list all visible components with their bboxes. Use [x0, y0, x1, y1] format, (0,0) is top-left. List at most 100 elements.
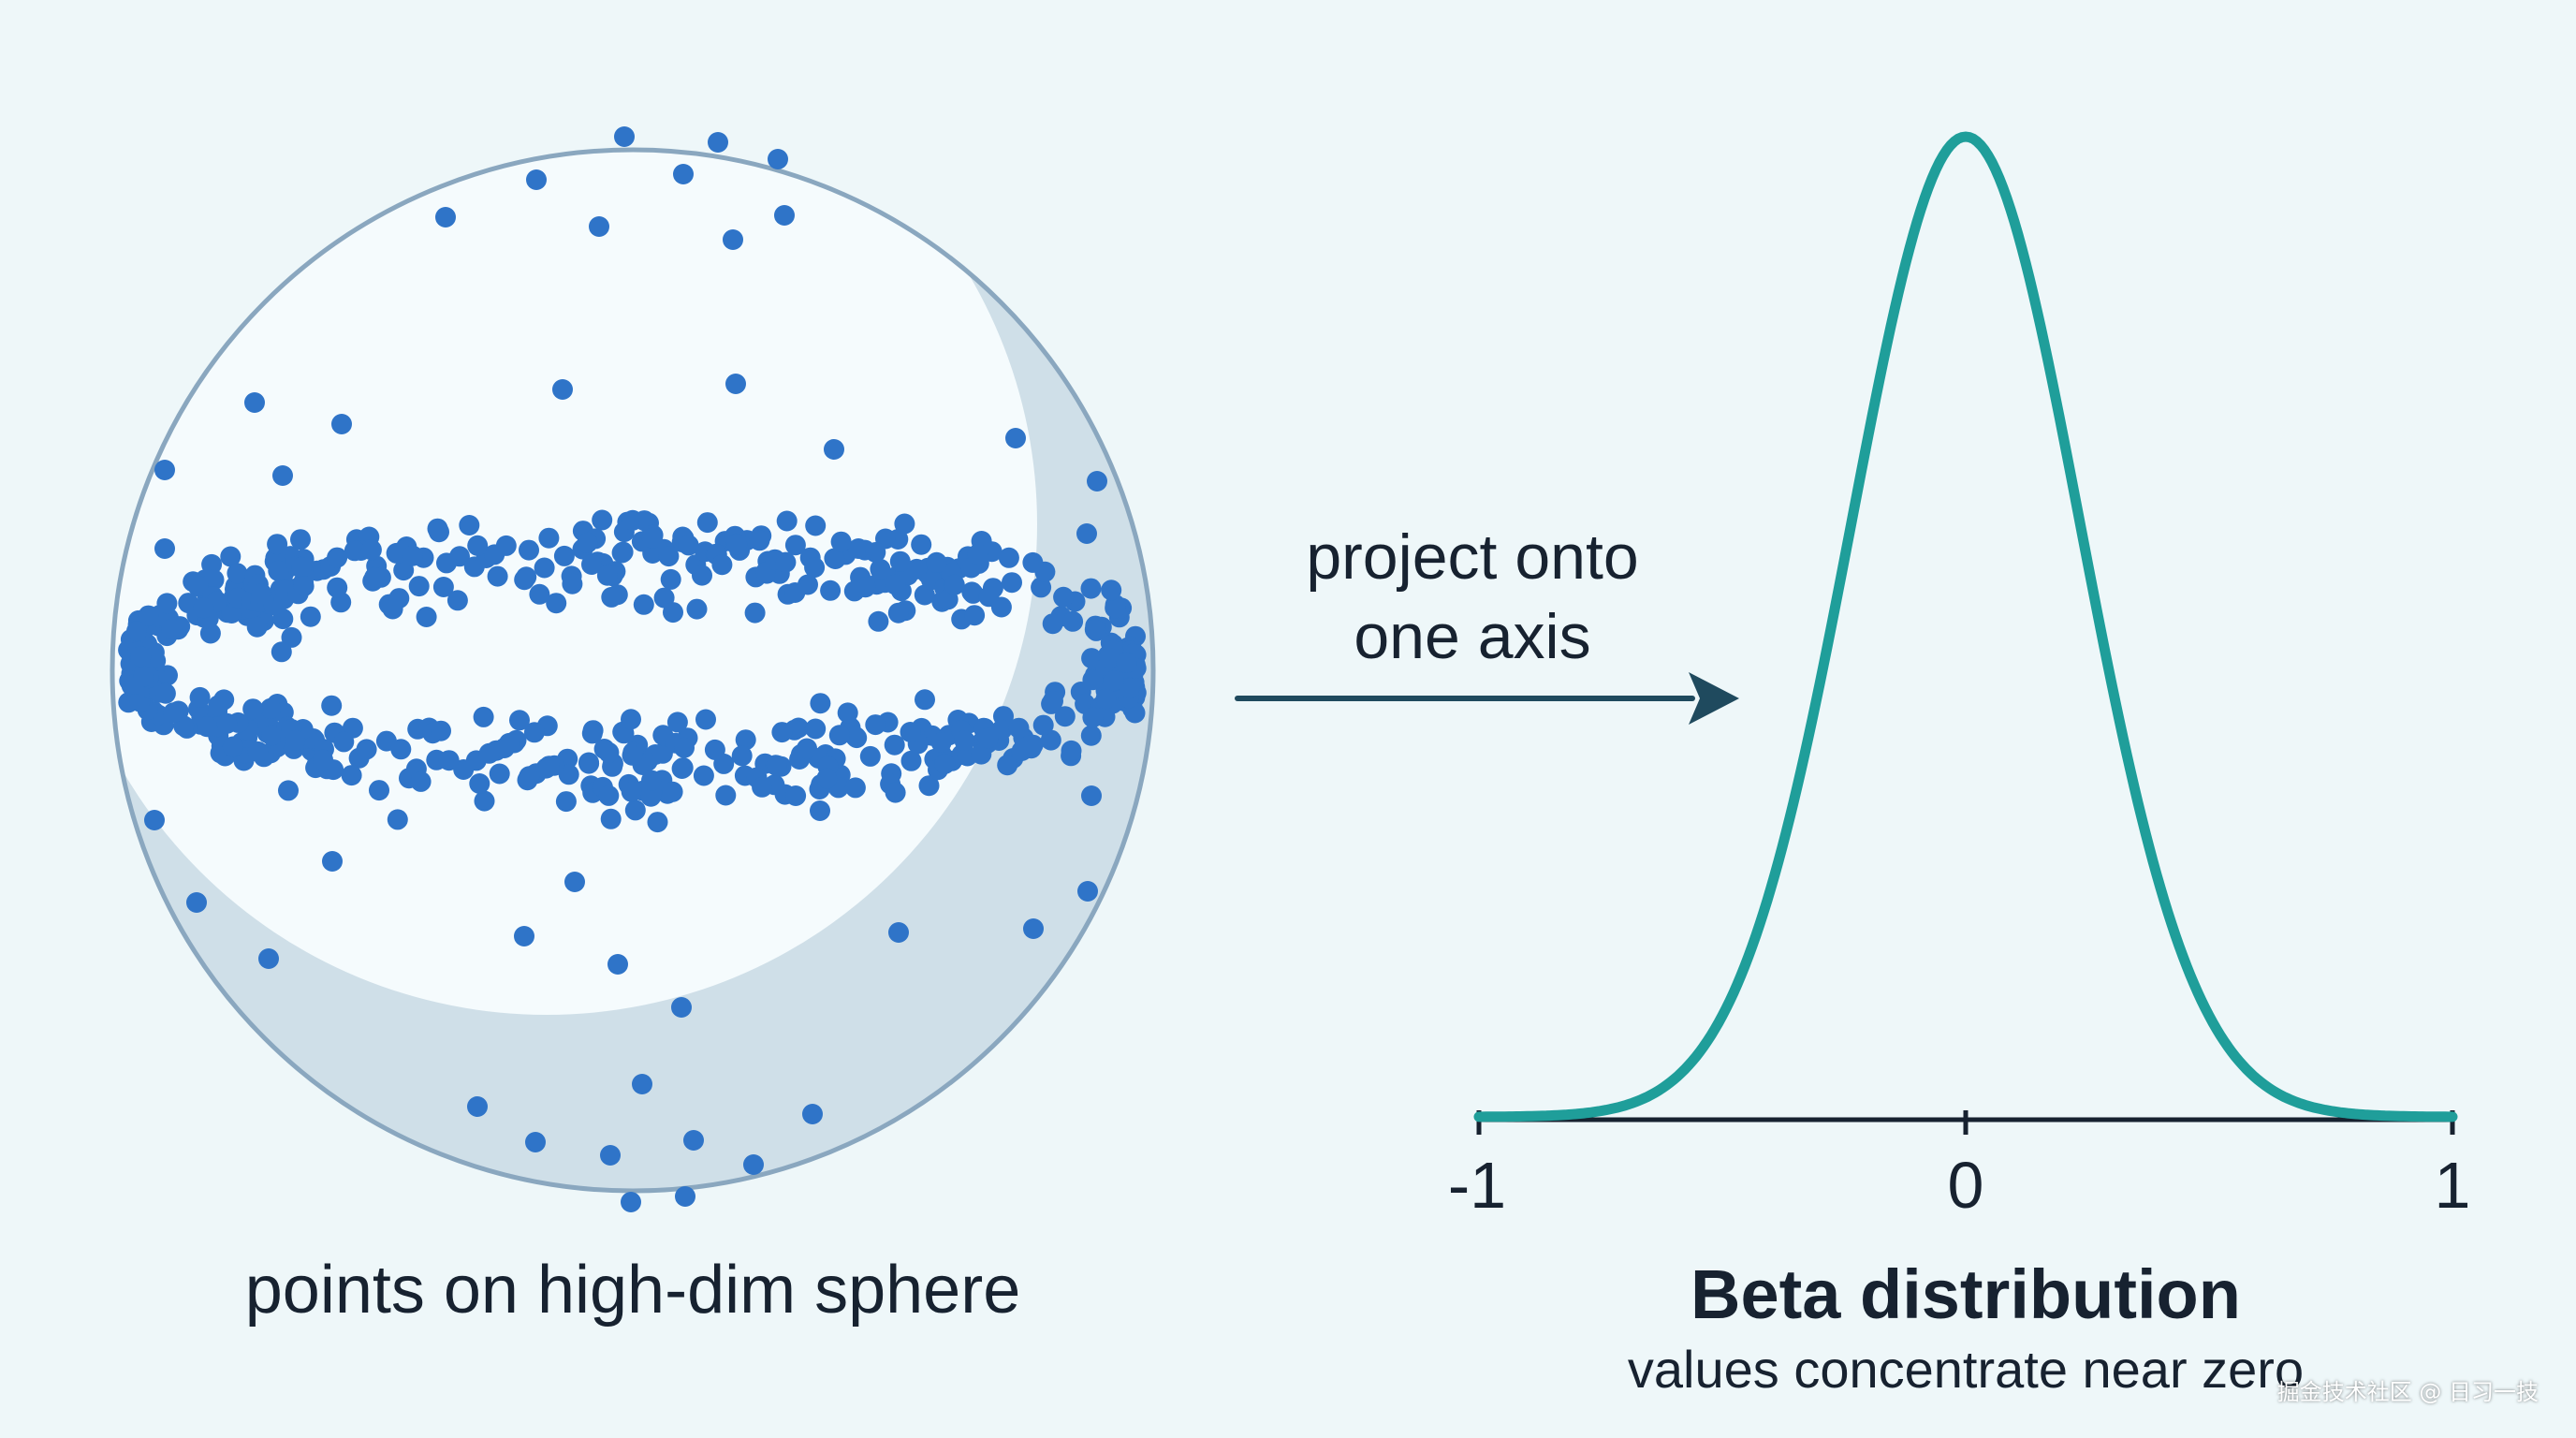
sphere-point — [589, 216, 609, 237]
sphere-point — [612, 541, 634, 563]
sphere-point — [216, 712, 238, 734]
sphere-point — [163, 702, 184, 724]
sphere-point — [805, 515, 827, 536]
sphere-point — [844, 726, 866, 747]
sphere-point — [429, 521, 449, 543]
sphere-point — [133, 666, 154, 687]
sphere-point — [1087, 471, 1107, 492]
sphere-point — [285, 729, 306, 751]
sphere-point — [723, 229, 743, 250]
sphere-point — [1005, 428, 1026, 448]
sphere-point — [671, 997, 692, 1018]
sphere-point — [331, 414, 352, 434]
sphere-point — [341, 765, 362, 786]
sphere-point — [402, 545, 423, 566]
sphere-point — [749, 530, 770, 551]
sphere-point — [598, 741, 620, 763]
sphere-point — [784, 535, 806, 556]
sphere-point — [1042, 613, 1063, 635]
sphere-point — [915, 689, 935, 711]
sphere-point — [222, 736, 243, 757]
sphere-point — [291, 556, 313, 578]
sphere-point — [600, 1145, 621, 1166]
sphere-point — [731, 745, 753, 767]
sphere-point — [744, 602, 766, 624]
sphere-point — [154, 538, 175, 559]
sphere-point — [290, 529, 311, 550]
sphere-point — [360, 539, 382, 561]
sphere-point — [186, 892, 207, 913]
sphere-point — [621, 709, 641, 730]
sphere-point — [614, 126, 635, 147]
sphere-point — [246, 616, 268, 638]
sphere-point — [1002, 572, 1022, 594]
sphere-point — [837, 702, 858, 724]
sphere-point — [885, 782, 906, 803]
x-tick-label-center: 0 — [1948, 1149, 1984, 1222]
sphere-point — [971, 743, 992, 765]
sphere-point — [660, 568, 681, 590]
left-caption: points on high-dim sphere — [245, 1253, 1021, 1328]
sphere-point — [1101, 580, 1122, 601]
sphere-point — [327, 577, 348, 598]
sphere-point — [868, 610, 889, 632]
sphere-point — [596, 565, 618, 586]
sphere-point — [715, 785, 737, 806]
sphere-point — [300, 606, 321, 627]
sphere-point — [333, 731, 355, 753]
sphere-point — [130, 646, 152, 668]
sphere-point — [438, 750, 460, 771]
sphere-point — [647, 812, 668, 833]
sphere-point — [598, 785, 620, 806]
right-subtitle: values concentrate near zero — [1628, 1340, 2304, 1399]
sphere-point — [410, 770, 432, 792]
sphere-point — [552, 379, 573, 400]
sphere-point — [519, 539, 539, 561]
sphere-point — [322, 851, 343, 872]
sphere-point — [459, 515, 480, 536]
sphere-point — [272, 465, 293, 486]
sphere-points — [118, 126, 1147, 1212]
sphere-point — [592, 509, 613, 531]
sphere-point — [600, 808, 622, 829]
sphere-point — [1076, 523, 1097, 544]
sphere-point — [900, 750, 922, 771]
sphere-point — [1105, 597, 1126, 619]
arrow-label-line-1: project onto — [1306, 521, 1638, 593]
sphere-point — [260, 697, 281, 719]
sphere-point — [258, 948, 279, 969]
sphere-point — [1061, 740, 1082, 761]
sphere-point — [495, 535, 517, 556]
sphere-point — [621, 1192, 641, 1212]
sphere-point — [446, 590, 468, 611]
sphere-point — [416, 607, 437, 627]
sphere-point — [640, 785, 662, 807]
sphere-point — [766, 755, 787, 776]
sphere-point — [622, 744, 643, 766]
sphere-point — [469, 773, 490, 794]
sphere-point — [281, 626, 302, 648]
sphere-point — [242, 698, 264, 720]
sphere-point — [888, 922, 909, 943]
sphere-point — [156, 593, 178, 614]
sphere-point — [768, 149, 788, 169]
beta-plot: -1 0 1 — [1448, 131, 2470, 1222]
sphere-point — [607, 954, 628, 975]
sphere-point — [473, 706, 494, 727]
sphere-point — [633, 594, 654, 615]
sphere-point — [244, 392, 265, 413]
sphere-point — [735, 729, 756, 751]
sphere-point — [390, 739, 412, 760]
sphere-point — [435, 207, 456, 227]
sphere-point — [998, 547, 1019, 568]
sphere-point — [725, 374, 746, 394]
sphere-point — [848, 538, 870, 559]
sphere-point — [1119, 678, 1140, 699]
sphere-point — [693, 765, 714, 786]
sphere-point — [673, 164, 694, 184]
sphere-point — [797, 738, 817, 759]
sphere-point — [387, 809, 408, 830]
sphere-point — [816, 768, 838, 789]
sphere-point — [220, 546, 242, 567]
